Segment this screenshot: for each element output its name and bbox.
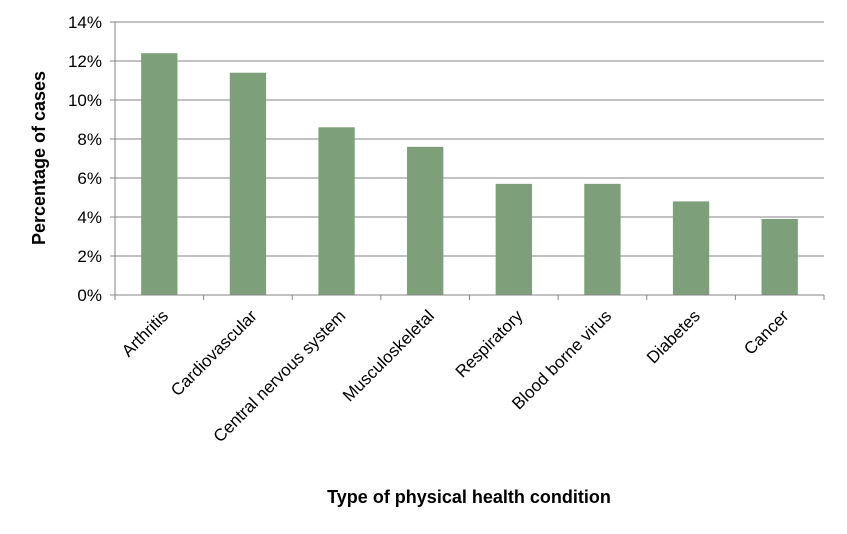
y-tick-label: 10% (68, 91, 102, 110)
y-tick-label: 0% (77, 286, 102, 305)
y-tick-label: 14% (68, 13, 102, 32)
gridlines (110, 21, 824, 296)
x-tick-label: Blood borne virus (508, 306, 615, 413)
axes (114, 22, 825, 300)
x-tick-label: Cancer (740, 306, 792, 358)
bar-blood-borne-virus (584, 183, 621, 295)
y-tick-label: 4% (77, 208, 102, 227)
bar-cancer (761, 218, 798, 295)
x-tick-label: Respiratory (452, 306, 527, 381)
y-tick-labels: 0% 2% 4% 6% 8% 10% 12% 14% (68, 13, 102, 305)
x-tick-label: Cardiovascular (167, 306, 261, 400)
y-tick-label: 6% (77, 169, 102, 188)
bar-cardiovascular (229, 72, 267, 295)
y-tick-label: 8% (77, 130, 102, 149)
y-axis-title: Percentage of cases (29, 71, 49, 245)
x-tick-label: Musculoskeletal (339, 306, 438, 405)
bar-arthritis (141, 53, 178, 296)
bar-musculoskeletal (407, 146, 444, 295)
bar-respiratory (495, 183, 532, 295)
x-tick-label: Arthritis (118, 306, 172, 360)
bar-central-nervous-system (318, 127, 355, 295)
y-tick-label: 12% (68, 52, 102, 71)
y-tick-label: 2% (77, 247, 102, 266)
bar-diabetes (672, 201, 710, 295)
x-tick-label: Diabetes (643, 306, 704, 367)
x-axis-title: Type of physical health condition (327, 487, 611, 507)
bars (141, 53, 798, 296)
